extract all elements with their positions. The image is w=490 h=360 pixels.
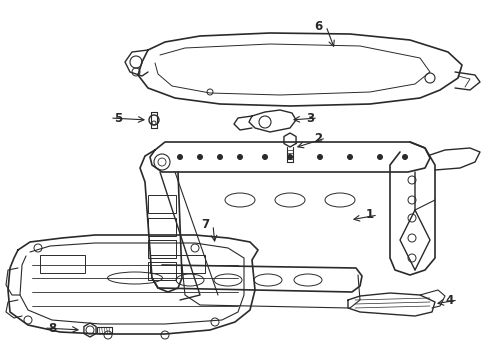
Circle shape <box>197 154 202 159</box>
Text: 8: 8 <box>48 321 56 334</box>
Text: 4: 4 <box>446 293 454 306</box>
Circle shape <box>288 154 293 159</box>
Bar <box>148 218 176 236</box>
Bar <box>148 240 176 258</box>
Circle shape <box>177 154 182 159</box>
Circle shape <box>347 154 352 159</box>
Bar <box>150 255 205 273</box>
Text: 2: 2 <box>314 131 322 144</box>
Bar <box>148 195 176 213</box>
Bar <box>148 262 176 280</box>
Text: 5: 5 <box>114 112 122 125</box>
Text: 3: 3 <box>306 112 314 125</box>
Circle shape <box>402 154 408 159</box>
Text: 6: 6 <box>314 19 322 32</box>
Text: 1: 1 <box>366 208 374 221</box>
Circle shape <box>377 154 383 159</box>
Text: 7: 7 <box>201 219 209 231</box>
Circle shape <box>218 154 222 159</box>
Circle shape <box>318 154 322 159</box>
Circle shape <box>238 154 243 159</box>
Bar <box>40 255 85 273</box>
Circle shape <box>263 154 268 159</box>
